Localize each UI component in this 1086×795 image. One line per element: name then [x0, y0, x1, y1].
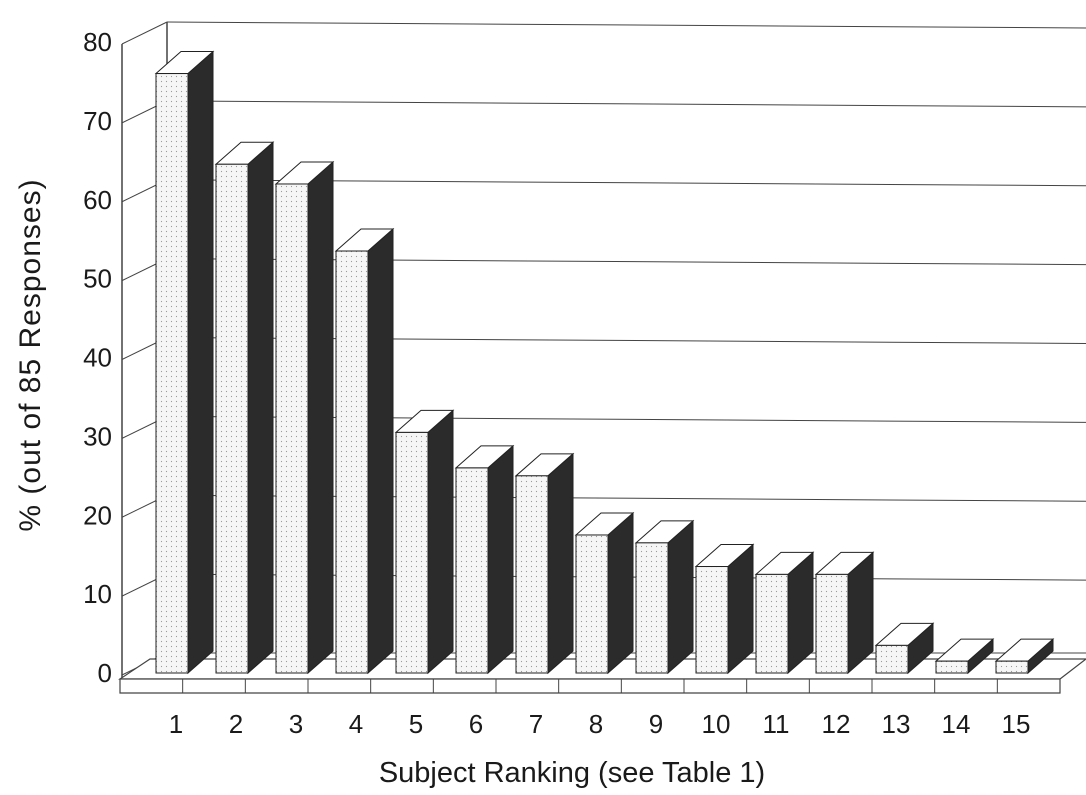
bar-front	[935, 660, 969, 674]
bar-side	[667, 519, 694, 675]
x-tick-label: 2	[229, 709, 243, 739]
x-axis-title: Subject Ranking (see Table 1)	[379, 757, 765, 789]
bar	[454, 444, 515, 675]
bar-front	[635, 542, 669, 674]
bar-front	[215, 163, 249, 674]
bar-front	[395, 431, 429, 674]
bar-front	[575, 534, 609, 674]
bar-front	[995, 660, 1029, 674]
y-tick-label: 40	[83, 343, 112, 373]
bar-side	[487, 444, 514, 675]
y-tick-label: 20	[83, 500, 112, 530]
bar	[574, 511, 635, 675]
y-tick-label: 0	[98, 658, 112, 688]
bar-side	[547, 452, 574, 675]
bar-front	[155, 73, 189, 674]
gridline	[166, 21, 1086, 29]
bar	[514, 452, 575, 675]
bar	[154, 50, 215, 675]
y-tick-label: 50	[83, 264, 112, 294]
gridline	[166, 100, 1086, 108]
x-tick-label: 9	[649, 709, 663, 739]
bar	[694, 543, 755, 675]
bars	[154, 50, 1055, 675]
grid-wall-tick	[121, 21, 168, 45]
x-tick-labels: 1 2 3 4 5 6 7 8 9 10 11 12 13 14 15	[169, 709, 1031, 739]
bar-side	[607, 511, 634, 675]
x-tick-label: 6	[469, 709, 483, 739]
y-tick-label: 70	[83, 106, 112, 136]
x-tick-label: 5	[409, 709, 423, 739]
x-tick-label: 4	[349, 709, 363, 739]
bar-front	[695, 566, 729, 674]
bar-front	[755, 573, 789, 674]
bar-side	[367, 227, 394, 675]
bar-front	[875, 644, 909, 674]
bar-side	[307, 160, 334, 675]
x-tick-label: 11	[763, 709, 790, 739]
y-tick-label: 80	[83, 27, 112, 57]
x-tick-label: 3	[289, 709, 303, 739]
bar-front	[335, 250, 369, 674]
bar-side	[427, 409, 454, 675]
x-tick-label: 10	[702, 709, 731, 739]
bar	[754, 551, 815, 675]
y-tick-label: 30	[83, 421, 112, 451]
bar	[334, 227, 395, 675]
x-tick-label: 8	[589, 709, 603, 739]
bar-front	[275, 183, 309, 674]
bar	[814, 551, 875, 675]
y-tick-labels: 0 10 20 30 40 50 60 70 80	[83, 27, 112, 688]
bar	[274, 160, 335, 675]
bar	[214, 141, 275, 675]
bar	[394, 409, 455, 675]
floor-front	[119, 678, 1061, 694]
x-tick-label: 7	[529, 709, 543, 739]
bar-side	[247, 141, 274, 675]
bar	[934, 638, 995, 675]
bar	[634, 519, 695, 675]
x-tick-label: 15	[1002, 709, 1031, 739]
bar	[994, 638, 1055, 675]
bar-side	[187, 50, 214, 675]
bar-front	[455, 467, 489, 674]
bar-front	[515, 475, 549, 674]
bar	[874, 622, 935, 675]
bar-front	[815, 573, 849, 674]
y-tick-label: 60	[83, 185, 112, 215]
y-tick-label: 10	[83, 579, 112, 609]
x-tick-label: 14	[942, 709, 971, 739]
x-tick-label: 1	[169, 709, 183, 739]
x-tick-label: 12	[822, 709, 851, 739]
x-tick-label: 13	[882, 709, 911, 739]
y-axis-title: % (out of 85 Responses)	[14, 178, 47, 531]
